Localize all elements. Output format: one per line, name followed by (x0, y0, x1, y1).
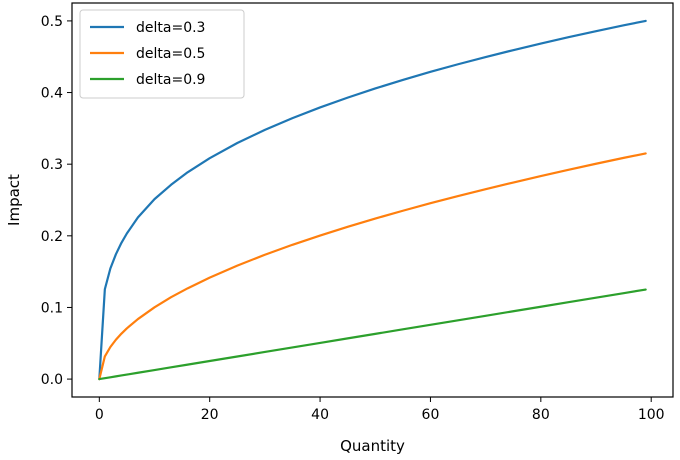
x-axis-ticks: 0 20 40 60 80 100 (95, 397, 665, 423)
y-tick-label: 0.0 (41, 372, 63, 388)
series-line-1 (98, 19, 647, 381)
series-line-2 (98, 152, 647, 381)
y-axis-label: Impact (5, 174, 23, 226)
y-tick-label: 0.5 (41, 14, 63, 30)
x-tick-label: 80 (532, 407, 550, 423)
x-tick-label: 40 (311, 407, 329, 423)
x-tick-label: 60 (422, 407, 440, 423)
y-axis-ticks: 0.0 0.1 0.2 0.3 0.4 0.5 (41, 14, 72, 388)
x-tick-label: 100 (638, 407, 665, 423)
plot-frame (71, 2, 674, 398)
legend-box (79, 9, 245, 99)
y-tick-label: 0.3 (41, 157, 63, 173)
legend-label: delta=0.9 (136, 72, 205, 88)
legend-label: delta=0.5 (136, 46, 205, 62)
legend: delta=0.3 delta=0.5 delta=0.9 (79, 9, 245, 99)
y-tick-label: 0.1 (41, 300, 63, 316)
y-tick-label: 0.4 (41, 86, 63, 102)
legend-label: delta=0.3 (136, 20, 205, 36)
series-line-3 (98, 288, 647, 381)
x-axis-label: Quantity (340, 437, 405, 455)
x-tick-label: 20 (201, 407, 219, 423)
x-tick-label: 0 (95, 407, 104, 423)
series-lines (98, 19, 647, 381)
y-tick-label: 0.2 (41, 229, 63, 245)
